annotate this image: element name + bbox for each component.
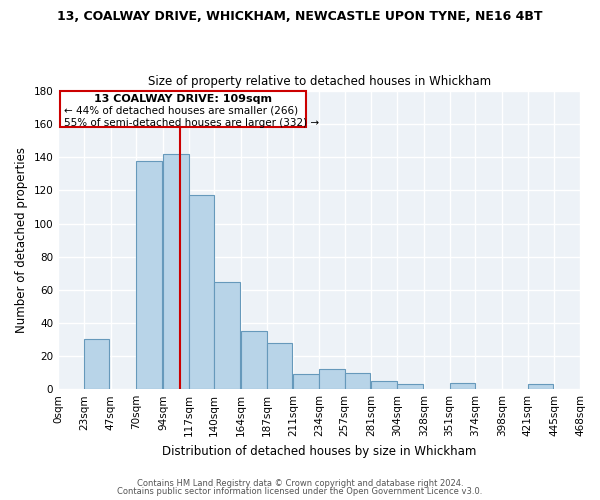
Bar: [266, 343, 292, 389]
Title: Size of property relative to detached houses in Whickham: Size of property relative to detached ho…: [148, 76, 491, 88]
Text: Contains HM Land Registry data © Crown copyright and database right 2024.: Contains HM Land Registry data © Crown c…: [137, 478, 463, 488]
Text: 55% of semi-detached houses are larger (332) →: 55% of semi-detached houses are larger (…: [64, 118, 319, 128]
Bar: [293, 374, 319, 389]
Text: 13, COALWAY DRIVE, WHICKHAM, NEWCASTLE UPON TYNE, NE16 4BT: 13, COALWAY DRIVE, WHICKHAM, NEWCASTLE U…: [57, 10, 543, 23]
X-axis label: Distribution of detached houses by size in Whickham: Distribution of detached houses by size …: [162, 444, 476, 458]
Bar: [163, 154, 188, 389]
Bar: [188, 196, 214, 389]
Bar: [84, 340, 109, 389]
Y-axis label: Number of detached properties: Number of detached properties: [15, 147, 28, 333]
Bar: [214, 282, 240, 389]
Bar: [449, 382, 475, 389]
Bar: [371, 381, 397, 389]
Text: ← 44% of detached houses are smaller (266): ← 44% of detached houses are smaller (26…: [64, 106, 298, 116]
Bar: [397, 384, 423, 389]
Text: Contains public sector information licensed under the Open Government Licence v3: Contains public sector information licen…: [118, 487, 482, 496]
Bar: [136, 160, 162, 389]
Bar: [345, 372, 370, 389]
Bar: [241, 331, 266, 389]
Text: 13 COALWAY DRIVE: 109sqm: 13 COALWAY DRIVE: 109sqm: [94, 94, 272, 104]
Bar: [319, 370, 345, 389]
FancyBboxPatch shape: [61, 91, 306, 128]
Bar: [527, 384, 553, 389]
